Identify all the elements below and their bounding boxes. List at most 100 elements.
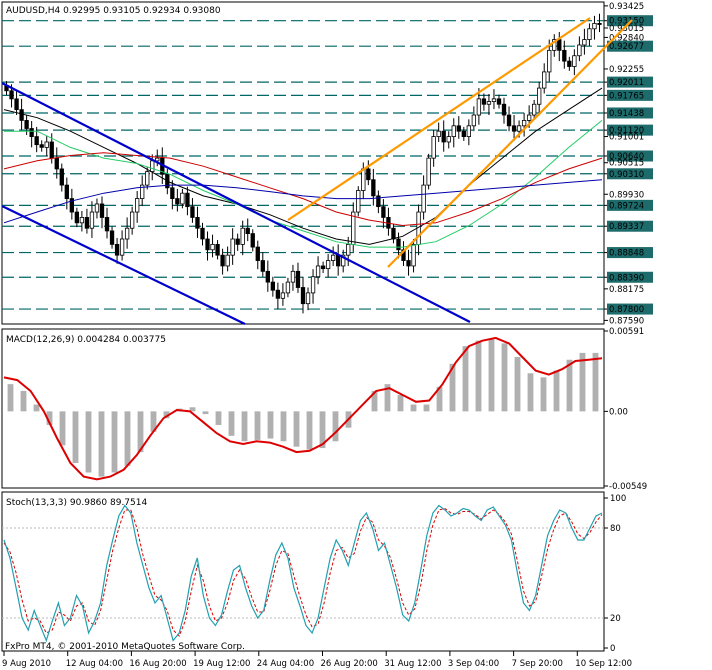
candle-body — [486, 101, 492, 105]
candle-body — [235, 238, 240, 245]
macd-chart: 0.00591 0.00 -0.00549 — [3, 327, 647, 492]
candle-body — [361, 168, 366, 191]
price-label: 0.88175 — [609, 285, 644, 295]
candle-body — [129, 211, 135, 229]
price-label: 0.89337 — [609, 222, 644, 232]
candle-body — [396, 238, 401, 251]
stoch-header: Stoch(13,3,3) 90.9860 89.7514 — [6, 498, 147, 508]
price-label-box — [607, 271, 653, 283]
candle-body — [315, 265, 321, 278]
macd-signal-line — [3, 336, 603, 481]
candle-body — [245, 227, 250, 235]
time-label: 24 Aug 04:00 — [257, 659, 314, 669]
candle-body — [300, 287, 306, 305]
candle-body — [592, 23, 597, 30]
stoch-panel-frame — [1, 491, 605, 652]
candle-body — [305, 292, 311, 305]
candle-body — [155, 157, 160, 162]
stoch-chart: 100 80 20 0 — [2, 494, 626, 654]
up-channel-upper-line — [287, 17, 591, 221]
candle-body — [366, 168, 371, 181]
main-panel-frame — [1, 1, 605, 325]
candle-body — [456, 125, 461, 132]
candle-body — [225, 254, 230, 267]
candle-body — [150, 160, 155, 173]
time-label: 3 Sep 04:00 — [448, 659, 499, 669]
price-label: 0.92011 — [609, 78, 644, 88]
candle-body — [205, 238, 210, 251]
candle-body — [54, 157, 59, 170]
down-channel — [1, 82, 471, 325]
time-label: 10 Sep 12:00 — [575, 659, 632, 669]
candle-body — [356, 190, 361, 213]
candle-body — [496, 98, 502, 105]
candle-body — [461, 130, 466, 137]
candle-body — [180, 192, 185, 205]
candle-body — [562, 49, 567, 62]
price-label: 0.93425 — [609, 2, 644, 12]
price-label: 0.91765 — [609, 91, 644, 101]
candle-body — [275, 289, 281, 299]
candle-body — [220, 254, 225, 267]
candle-body — [140, 184, 145, 199]
candle-body — [320, 265, 326, 270]
candle-body — [175, 198, 180, 205]
macd-axis-label: -0.00549 — [609, 482, 647, 492]
moving-average-line — [3, 179, 603, 224]
candle-body — [170, 187, 175, 199]
candle-body — [577, 44, 582, 57]
candle-body — [516, 125, 522, 132]
main-price-chart — [2, 13, 604, 314]
time-label: 19 Aug 12:00 — [193, 659, 250, 669]
up-channel — [287, 17, 633, 268]
candle-body — [64, 184, 69, 199]
candle-body — [255, 246, 260, 261]
price-label: 0.90515 — [609, 159, 644, 169]
price-label: 0.92840 — [609, 33, 644, 43]
candle-body — [39, 144, 44, 148]
price-label-box — [607, 124, 653, 136]
stoch-main-line — [3, 504, 603, 643]
macd-axis-label: 0.00 — [609, 407, 628, 417]
candle-body — [446, 136, 451, 143]
copyright-text: FxPro MT4, © 2001-2010 MetaQuotes Softwa… — [5, 642, 245, 652]
stoch-signal-line — [3, 507, 603, 637]
candle-body — [481, 98, 487, 105]
candle-body — [24, 120, 29, 129]
candle-body — [69, 198, 74, 213]
candle-body — [441, 130, 446, 143]
candle-body — [44, 141, 49, 148]
candle-body — [426, 157, 431, 186]
candle-body — [411, 243, 416, 267]
price-label-box — [607, 150, 653, 162]
candle-body — [84, 217, 90, 229]
candle-body — [466, 125, 471, 137]
candle-body — [506, 114, 512, 127]
candle-body — [145, 171, 150, 186]
candle-body — [537, 87, 542, 105]
candle-body — [124, 227, 130, 240]
candle-body — [59, 168, 64, 186]
price-label: 0.92255 — [609, 65, 644, 75]
candle-body — [29, 128, 34, 137]
candle-body — [587, 28, 592, 40]
candle-body — [119, 238, 125, 256]
candle-body — [511, 125, 517, 132]
moving-average-line — [3, 87, 603, 245]
time-label: 31 Aug 12:00 — [384, 659, 441, 669]
price-label: 0.91001 — [609, 133, 644, 143]
candle-body — [325, 260, 331, 270]
price-label-box — [607, 220, 653, 232]
candle-body — [290, 270, 296, 283]
down-channel-upper-line — [1, 82, 471, 323]
moving-average-line — [3, 152, 603, 227]
stoch-axis-label: 20 — [610, 614, 621, 624]
price-label: 0.92677 — [609, 42, 644, 52]
candle-body — [547, 49, 552, 73]
candle-body — [542, 71, 547, 89]
candle-body — [376, 195, 381, 208]
stoch-axis-label: 0 — [610, 644, 615, 654]
candle-body — [89, 211, 95, 229]
